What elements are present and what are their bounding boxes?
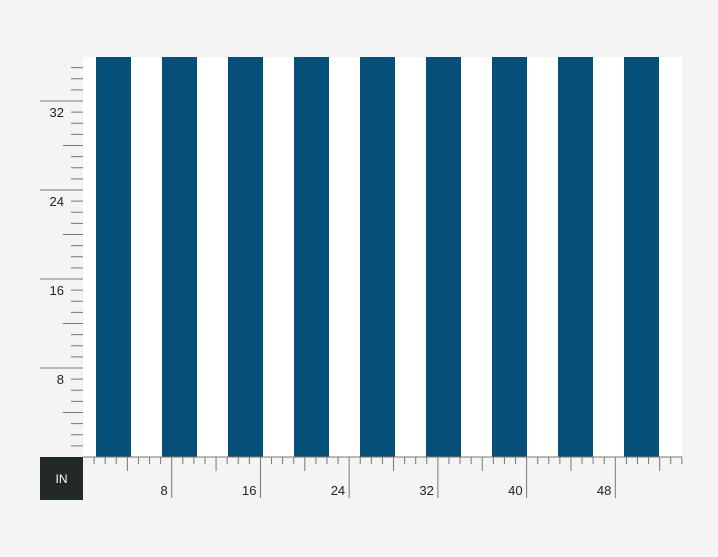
ruler-label: 16 xyxy=(242,483,256,498)
ruler-label: 8 xyxy=(57,372,64,387)
unit-toggle[interactable]: IN xyxy=(40,457,83,500)
ruler-label: 48 xyxy=(597,483,611,498)
ruler-label: 24 xyxy=(331,483,345,498)
fabric-pattern xyxy=(83,57,682,457)
ruler-label: 16 xyxy=(50,283,64,298)
ruler-label: 24 xyxy=(50,194,64,209)
ruler-label: 40 xyxy=(508,483,522,498)
ruler-label: 32 xyxy=(419,483,433,498)
ruler-label: 32 xyxy=(50,105,64,120)
ruler-label: 8 xyxy=(160,483,167,498)
